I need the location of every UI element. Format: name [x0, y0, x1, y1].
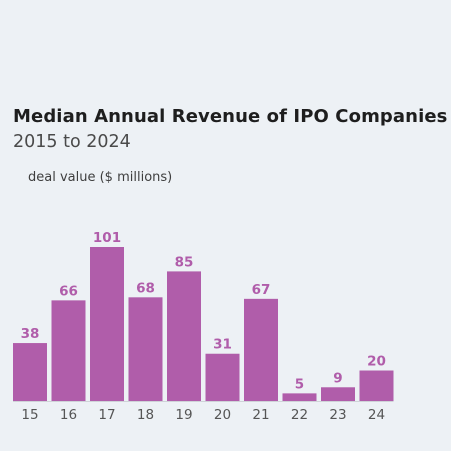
x-tick-label-20: 20 — [214, 407, 231, 423]
x-tick-label-23: 23 — [329, 407, 346, 423]
value-label-20: 31 — [213, 337, 232, 353]
bar-18 — [128, 297, 163, 401]
x-tick-label-18: 18 — [137, 407, 154, 423]
bar-22 — [282, 393, 317, 401]
value-label-24: 20 — [367, 354, 386, 370]
value-label-16: 66 — [59, 283, 78, 299]
value-label-15: 38 — [21, 326, 40, 342]
bar-24 — [359, 370, 394, 401]
bar-17 — [90, 247, 124, 401]
value-label-17: 101 — [93, 230, 121, 246]
value-label-21: 67 — [252, 282, 271, 298]
value-label-23: 9 — [333, 370, 342, 386]
bar-20 — [205, 353, 240, 401]
value-label-19: 85 — [175, 254, 194, 270]
x-tick-label-21: 21 — [252, 407, 269, 423]
y-axis-unit-label: deal value ($ millions) — [28, 170, 173, 185]
bar-23 — [321, 387, 355, 401]
x-tick-label-17: 17 — [98, 407, 115, 423]
value-label-22: 5 — [295, 376, 304, 392]
x-tick-label-22: 22 — [291, 407, 308, 423]
chart-title: Median Annual Revenue of IPO Companies — [13, 106, 448, 127]
chart-subtitle: 2015 to 2024 — [13, 132, 131, 152]
value-label-18: 68 — [136, 280, 155, 296]
x-tick-label-16: 16 — [60, 407, 77, 423]
bar-16 — [51, 300, 86, 401]
x-tick-label-15: 15 — [21, 407, 38, 423]
bar-19 — [167, 271, 201, 401]
x-tick-label-24: 24 — [368, 407, 385, 423]
x-tick-label-19: 19 — [175, 407, 192, 423]
bar-15 — [13, 343, 47, 401]
bar-21 — [244, 298, 278, 401]
